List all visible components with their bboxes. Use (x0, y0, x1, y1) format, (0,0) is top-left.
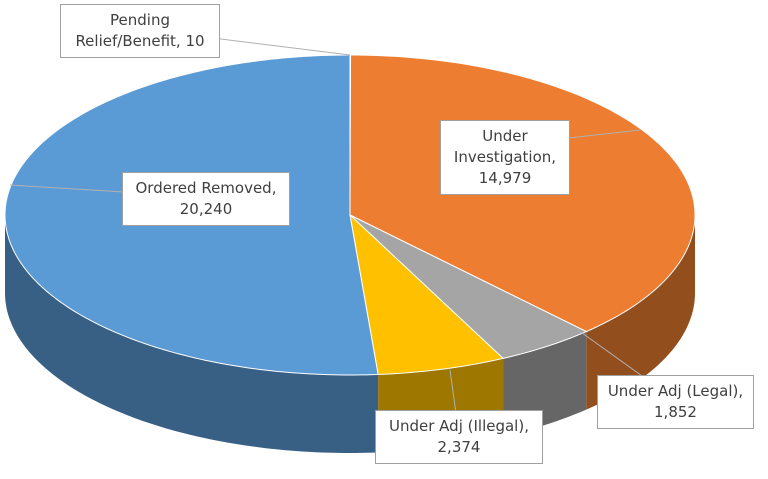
value-label: 20,240 (179, 200, 233, 218)
slice-side (586, 215, 695, 410)
slice (349, 213, 505, 375)
data-label: Under Adj (Illegal) 2,374 (375, 410, 543, 464)
slice-side (5, 215, 379, 453)
category-label: Under Adj (Illegal) (389, 417, 529, 435)
category-label: Under Investigation (454, 127, 556, 166)
data-label: Ordered Removed 20,240 (122, 172, 290, 226)
category-label: Ordered Removed (136, 179, 277, 197)
value-label: 1,852 (654, 403, 697, 421)
value-label: 2,374 (437, 438, 481, 456)
category-label: Pending Relief/Benefit (75, 11, 180, 50)
data-label: Under Investigation 14,979 (440, 120, 570, 195)
data-label: Under Adj (Legal) 1,852 (597, 375, 754, 429)
slice (349, 214, 588, 359)
category-label: Under Adj (Legal) (608, 382, 743, 400)
value-label: 14,979 (478, 169, 532, 187)
data-label: Pending Relief/Benefit 10 (60, 4, 220, 58)
value-label: 10 (185, 32, 205, 50)
